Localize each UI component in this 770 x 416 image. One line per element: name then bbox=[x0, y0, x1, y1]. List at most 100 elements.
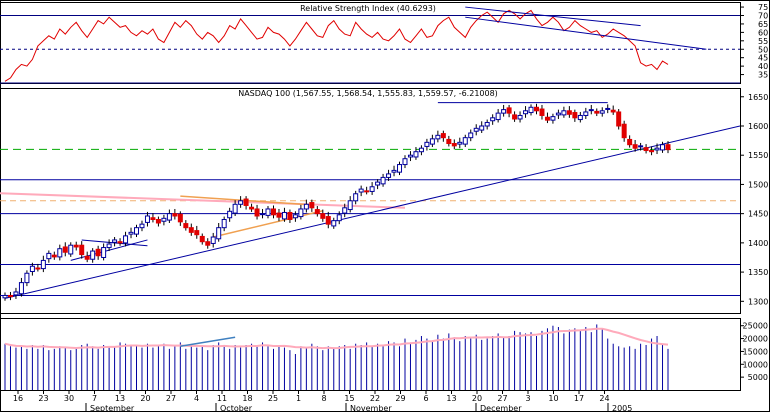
candle-body bbox=[391, 169, 397, 173]
candle-body bbox=[583, 111, 589, 116]
x-tick-label: 20 bbox=[472, 394, 482, 403]
x-tick-label: 4 bbox=[194, 394, 199, 403]
candle-body bbox=[654, 147, 660, 151]
price-y-tick-label-1350: 1350 bbox=[748, 268, 768, 277]
candle-body bbox=[561, 110, 567, 116]
candle-body bbox=[588, 109, 594, 112]
candle-body bbox=[232, 203, 238, 214]
candle-body bbox=[249, 206, 255, 210]
price-main-trendline bbox=[4, 125, 741, 299]
month-label: December bbox=[480, 404, 522, 412]
x-tick-label: 10 bbox=[548, 394, 558, 403]
x-tick-label: 6 bbox=[423, 394, 428, 403]
candle-body bbox=[79, 244, 85, 256]
candle-body bbox=[517, 114, 523, 120]
candle-body bbox=[369, 186, 375, 192]
volume-blue-trendline bbox=[180, 336, 236, 348]
candle-body bbox=[402, 158, 408, 166]
x-tick-label: 27 bbox=[166, 394, 176, 403]
candle-body bbox=[342, 207, 348, 214]
candle-body bbox=[479, 125, 485, 131]
candle-body bbox=[577, 114, 583, 121]
candle-body bbox=[364, 190, 370, 193]
candle-body bbox=[605, 107, 611, 110]
x-tick-label: 7 bbox=[92, 394, 97, 403]
candle-body bbox=[155, 218, 161, 224]
candle-body bbox=[528, 106, 534, 114]
candle-body bbox=[166, 213, 172, 221]
rsi-y-tick-label-70: 70 bbox=[758, 12, 768, 21]
candle-body bbox=[216, 227, 222, 240]
candle-body bbox=[325, 216, 331, 225]
candle-body bbox=[117, 241, 123, 244]
candle-body bbox=[40, 259, 46, 270]
candle-body bbox=[303, 203, 309, 210]
candle-body bbox=[468, 132, 474, 139]
candle-body bbox=[29, 265, 35, 273]
candle-body bbox=[139, 223, 145, 229]
x-tick-label: 13 bbox=[446, 394, 456, 403]
volume-y-tick-label-20000: 20000 bbox=[743, 335, 768, 344]
candle-body bbox=[610, 109, 616, 113]
candle-body bbox=[68, 244, 74, 255]
candle-body bbox=[84, 255, 90, 260]
candle-body bbox=[429, 138, 435, 145]
candle-body bbox=[375, 181, 381, 186]
candle-body bbox=[270, 208, 276, 216]
candle-body bbox=[353, 193, 359, 202]
price-y-tick-label-1650: 1650 bbox=[748, 93, 768, 102]
candle-body bbox=[358, 188, 364, 193]
rsi-trendline-1 bbox=[465, 6, 641, 27]
candle-body bbox=[112, 239, 118, 243]
month-label: October bbox=[220, 404, 253, 412]
candle-body bbox=[473, 127, 479, 132]
candle-body bbox=[451, 143, 457, 147]
price-y-tick-label-1550: 1550 bbox=[748, 151, 768, 160]
candle-body bbox=[51, 254, 57, 258]
candle-body bbox=[281, 211, 287, 220]
candle-body bbox=[440, 133, 446, 139]
rsi-y-tick-label-65: 65 bbox=[758, 20, 768, 29]
x-tick-label: 11 bbox=[217, 394, 227, 403]
candle-body bbox=[298, 208, 304, 218]
candle-body bbox=[495, 112, 501, 121]
rsi-title: Relative Strength Index (40.6293) bbox=[300, 4, 436, 13]
candle-body bbox=[572, 112, 578, 119]
candle-body bbox=[501, 109, 507, 114]
rsi-y-tick-label-50: 50 bbox=[758, 45, 768, 54]
x-tick-label: 13 bbox=[115, 394, 125, 403]
candle-body bbox=[276, 212, 282, 218]
x-tick-label: 25 bbox=[268, 394, 278, 403]
candle-body bbox=[199, 235, 205, 243]
candle-body bbox=[188, 227, 194, 233]
candle-body bbox=[221, 218, 227, 229]
candle-body bbox=[123, 235, 129, 244]
price-y-tick-label-1500: 1500 bbox=[748, 180, 768, 189]
candle-body bbox=[227, 210, 233, 219]
x-tick-label: 3 bbox=[525, 394, 530, 403]
month-label: September bbox=[90, 404, 135, 412]
candle-body bbox=[7, 294, 13, 298]
x-tick-label: 30 bbox=[64, 394, 74, 403]
candle-body bbox=[150, 217, 156, 220]
candle-body bbox=[309, 202, 315, 209]
x-tick-label: 16 bbox=[13, 394, 23, 403]
x-tick-label: 23 bbox=[38, 394, 48, 403]
candle-body bbox=[627, 138, 633, 146]
candle-body bbox=[544, 116, 550, 121]
candle-body bbox=[95, 248, 101, 257]
candle-body bbox=[57, 248, 63, 258]
rsi-y-tick-label-75: 75 bbox=[758, 3, 768, 12]
candle-body bbox=[566, 110, 572, 115]
rsi-trendline-2 bbox=[465, 16, 707, 50]
candle-body bbox=[418, 147, 424, 153]
candle-body bbox=[265, 208, 271, 216]
candle-body bbox=[35, 267, 41, 270]
rsi-y-tick-label-45: 45 bbox=[758, 54, 768, 63]
candle-body bbox=[621, 123, 627, 139]
candle-body bbox=[73, 244, 79, 248]
candle-body bbox=[555, 112, 561, 116]
candle-body bbox=[643, 147, 649, 152]
candle-body bbox=[462, 137, 468, 145]
